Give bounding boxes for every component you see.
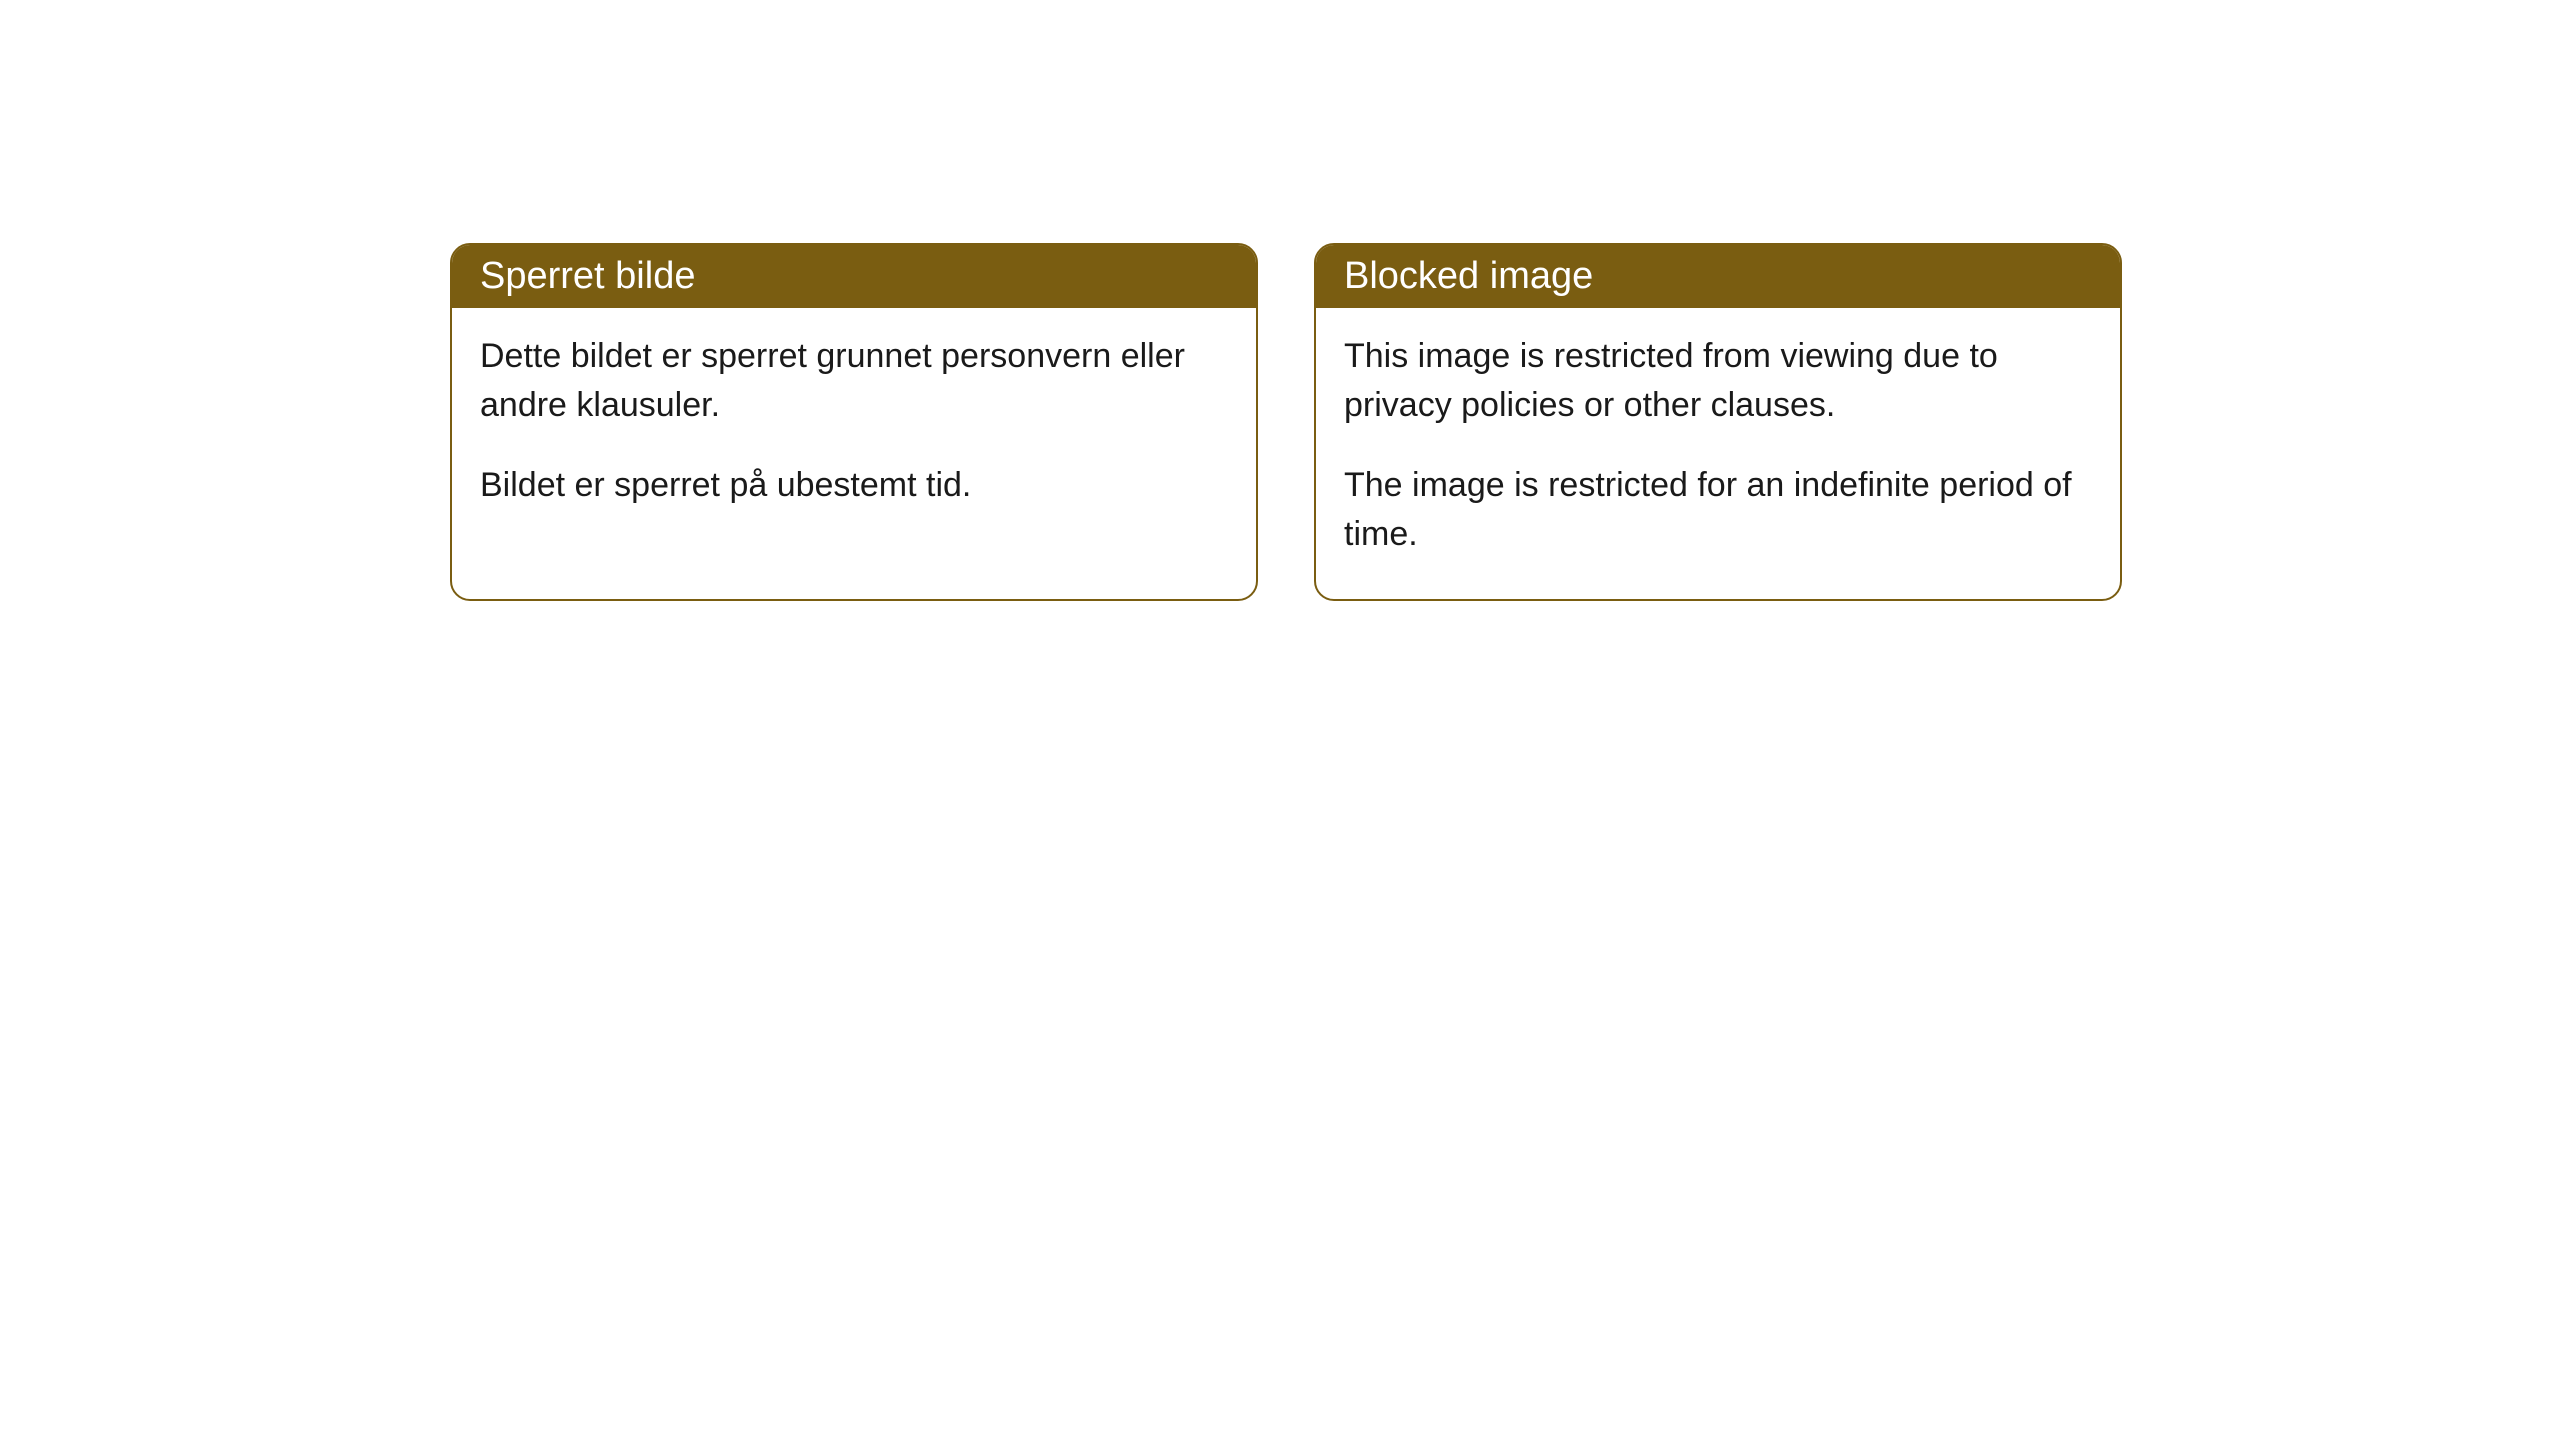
notice-card-norwegian: Sperret bilde Dette bildet er sperret gr… (450, 243, 1258, 601)
card-paragraph: The image is restricted for an indefinit… (1344, 461, 2092, 560)
card-header-norwegian: Sperret bilde (452, 245, 1256, 308)
card-paragraph: This image is restricted from viewing du… (1344, 332, 2092, 431)
card-paragraph: Dette bildet er sperret grunnet personve… (480, 332, 1228, 431)
card-title: Blocked image (1344, 255, 1593, 297)
notice-card-english: Blocked image This image is restricted f… (1314, 243, 2122, 601)
card-title: Sperret bilde (480, 255, 695, 297)
card-body-norwegian: Dette bildet er sperret grunnet personve… (452, 308, 1256, 550)
notice-cards-container: Sperret bilde Dette bildet er sperret gr… (450, 243, 2122, 601)
card-header-english: Blocked image (1316, 245, 2120, 308)
card-body-english: This image is restricted from viewing du… (1316, 308, 2120, 599)
card-paragraph: Bildet er sperret på ubestemt tid. (480, 461, 1228, 510)
